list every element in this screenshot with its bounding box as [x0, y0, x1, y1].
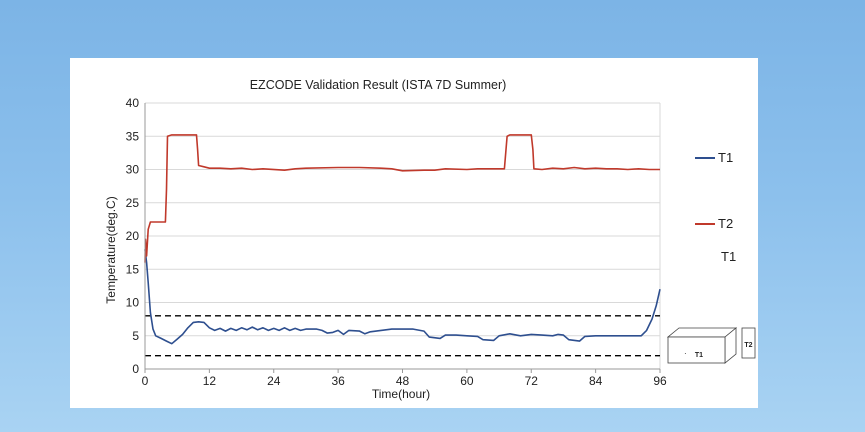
- y-tick-label: 20: [126, 229, 140, 243]
- y-tick-label: 10: [126, 296, 140, 310]
- annotation-t1: T1: [721, 249, 737, 264]
- reference-lines: [145, 315, 660, 357]
- y-tick-label: 40: [126, 96, 140, 110]
- series-line-t2: [144, 134, 660, 263]
- y-axis-label: Temperature(deg.C): [104, 196, 118, 303]
- axis-layer: 0 5 10 15 20 25 30 35 40 0 12 24 36 48 60 72 84 96: [126, 96, 667, 388]
- line-chart: EZCODE Validation Result (ISTA 7D Summer…: [104, 78, 756, 401]
- y-tick-label: 15: [126, 262, 140, 276]
- legend-swatch-t2: [695, 222, 715, 225]
- legend-label-t1: T1: [718, 150, 734, 165]
- y-tick-label: 5: [132, 329, 139, 343]
- y-tick-label: 0: [132, 362, 139, 376]
- legend-item-t2: T2: [695, 216, 733, 231]
- chart-title: EZCODE Validation Result (ISTA 7D Summer…: [250, 78, 507, 92]
- sensor-t2-box: [741, 327, 756, 359]
- legend-swatch-t1: [695, 156, 715, 159]
- y-tick-label: 30: [126, 163, 140, 177]
- chart-panel: EZCODE Validation Result (ISTA 7D Summer…: [70, 58, 758, 408]
- box-top-face: [666, 327, 738, 338]
- sensor-t2-label: T2: [744, 342, 752, 349]
- sensor-t1-dot: ·: [684, 349, 687, 358]
- legend-item-t1: T1: [695, 150, 733, 165]
- x-tick-label: 84: [589, 374, 603, 388]
- series-layer: [144, 134, 661, 345]
- x-tick-label: 60: [460, 374, 474, 388]
- y-tick-label: 25: [126, 196, 140, 210]
- x-tick-label: 96: [653, 374, 667, 388]
- package-diagram: T1 · T2: [666, 327, 756, 364]
- sensor-t1-marker: T1: [695, 352, 703, 359]
- x-tick-label: 24: [267, 374, 281, 388]
- x-tick-label: 12: [203, 374, 217, 388]
- series-line-t1: [144, 249, 661, 345]
- x-tick-label: 0: [142, 374, 149, 388]
- x-tick-label: 36: [331, 374, 345, 388]
- x-tick-label: 48: [396, 374, 410, 388]
- legend-label-t2: T2: [718, 216, 734, 231]
- box-front-face: [667, 336, 726, 364]
- y-tick-label: 35: [126, 129, 140, 143]
- x-tick-label: 72: [525, 374, 539, 388]
- x-axis-label: Time(hour): [372, 387, 430, 401]
